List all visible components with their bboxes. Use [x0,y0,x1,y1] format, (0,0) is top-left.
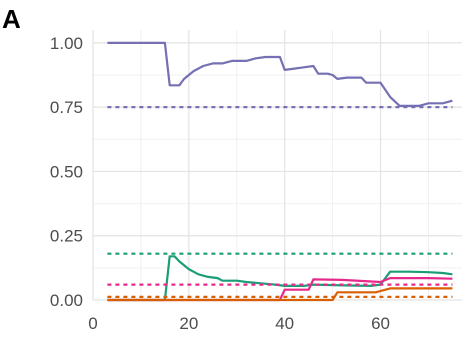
series-line-5 [107,277,453,302]
series-line-7 [107,287,453,302]
chart-ticks: 0 20 40 60 0.00 0.25 0.50 0.75 1.00 [50,34,390,333]
x-tick-label: 60 [371,314,390,333]
x-tick-label: 20 [179,314,198,333]
y-tick-label: 0.00 [50,291,83,310]
y-tick-label: 0.25 [50,227,83,246]
y-tick-label: 1.00 [50,34,83,53]
x-tick-label: 0 [88,314,97,333]
series-line-1 [107,41,453,107]
panel-label: A [2,4,21,34]
x-tick-label: 40 [275,314,294,333]
y-tick-label: 0.50 [50,162,83,181]
chart-grid [92,30,462,301]
chart-series [107,41,453,302]
y-tick-label: 0.75 [50,98,83,117]
